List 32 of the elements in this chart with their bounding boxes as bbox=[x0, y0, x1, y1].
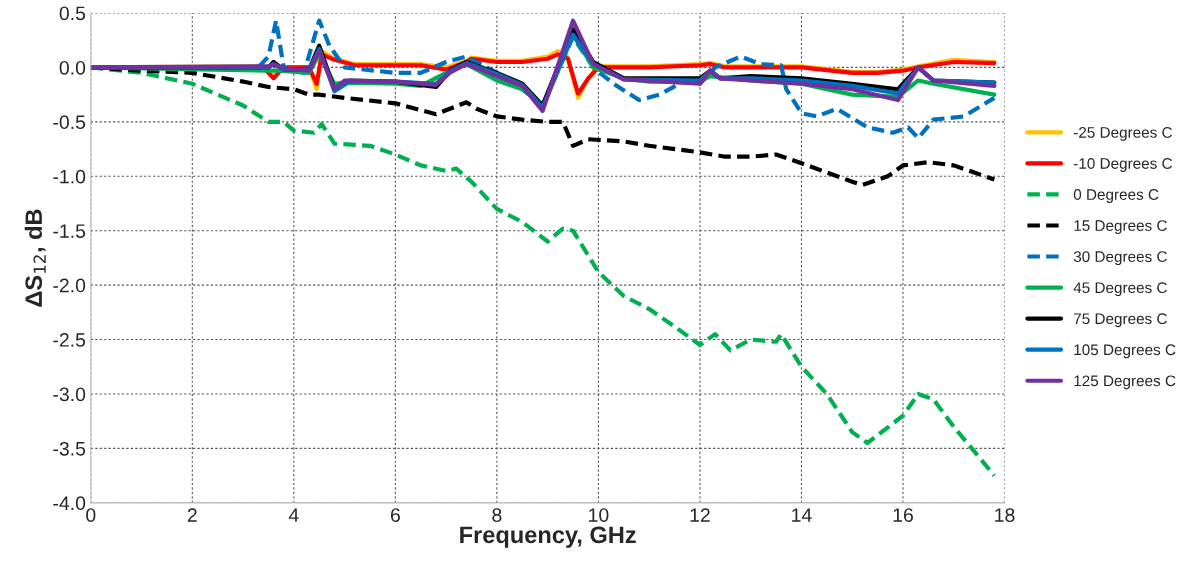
y-tick-label: -1.0 bbox=[53, 169, 86, 184]
legend-label: -25 Degrees C bbox=[1073, 127, 1172, 141]
legend-label: 45 Degrees C bbox=[1073, 282, 1167, 297]
x-tick-label: 16 bbox=[893, 508, 913, 522]
legend-label: 15 Degrees C bbox=[1074, 220, 1167, 234]
line-series bbox=[90, 18, 997, 114]
x-tick-label: 0 bbox=[86, 508, 96, 522]
y-tick-label: -4.0 bbox=[53, 496, 86, 511]
x-tick-label: 8 bbox=[492, 508, 502, 522]
y-tick-label: 0.5 bbox=[59, 6, 86, 21]
x-tick-label: 18 bbox=[995, 508, 1015, 522]
x-tick-label: 14 bbox=[792, 508, 812, 522]
y-tick-label: -3.5 bbox=[53, 441, 86, 456]
y-tick-label: -2.0 bbox=[53, 278, 86, 293]
legend-label: 30 Degrees C bbox=[1073, 251, 1167, 266]
legend-label: -10 Degrees C bbox=[1073, 158, 1172, 172]
x-tick-label: 6 bbox=[390, 508, 400, 522]
legend-label: 105 Degrees C bbox=[1074, 344, 1176, 359]
y-axis-title: ΔS$_{12}$, dB bbox=[24, 209, 46, 307]
x-tick-label: 2 bbox=[187, 508, 197, 522]
y-tick-label: -1.5 bbox=[53, 224, 86, 238]
x-tick-label: 10 bbox=[589, 508, 609, 522]
y-tick-label: -2.5 bbox=[53, 333, 86, 347]
x-tick-label: 12 bbox=[690, 508, 710, 522]
y-tick-label: -0.5 bbox=[53, 115, 86, 130]
x-axis-title: Frequency, GHz bbox=[460, 526, 636, 548]
legend-label: 125 Degrees C bbox=[1074, 375, 1176, 390]
legend-label: 75 Degrees C bbox=[1074, 313, 1167, 328]
x-tick-label: 4 bbox=[288, 508, 299, 522]
legend-label: 0 Degrees C bbox=[1073, 189, 1159, 203]
y-tick-label: -3.0 bbox=[53, 387, 86, 402]
y-tick-label: 0.0 bbox=[59, 60, 86, 75]
